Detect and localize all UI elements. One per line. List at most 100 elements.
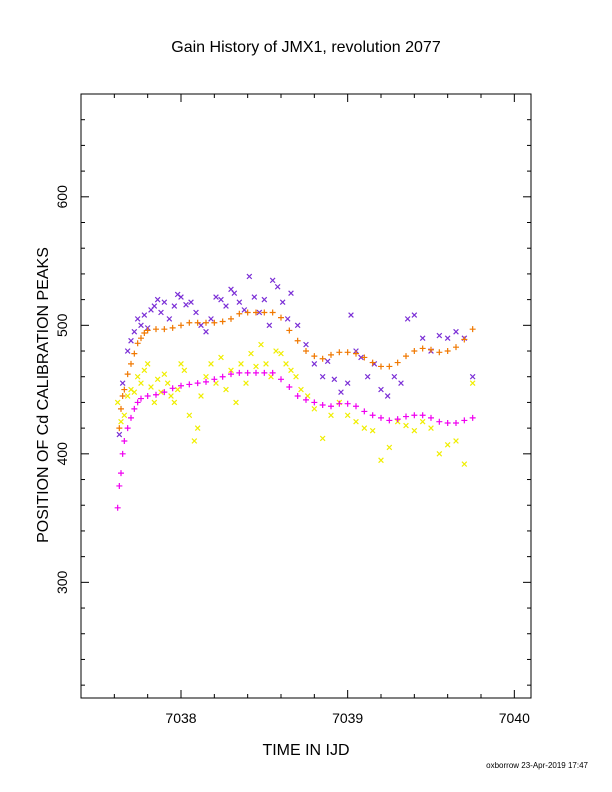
data-point (403, 353, 409, 360)
data-point (138, 322, 144, 329)
data-point (218, 296, 224, 303)
data-point (186, 381, 193, 388)
data-point (134, 340, 141, 347)
data-point (378, 386, 384, 393)
data-point (273, 348, 279, 354)
data-point (169, 324, 176, 331)
data-point (191, 438, 198, 444)
data-point (378, 363, 384, 370)
data-point (256, 309, 263, 316)
data-point (338, 389, 344, 395)
data-point (311, 399, 318, 406)
data-point (294, 322, 301, 329)
data-point (178, 361, 184, 367)
data-point (158, 309, 164, 316)
data-point (223, 386, 229, 393)
data-points (114, 273, 476, 511)
data-point (288, 290, 294, 297)
data-point (193, 309, 199, 316)
data-point (394, 359, 401, 366)
data-point (153, 326, 159, 333)
x-tick-label: 7038 (165, 710, 196, 726)
data-point (244, 309, 251, 316)
data-point (303, 341, 309, 348)
data-point (171, 399, 178, 406)
data-point (118, 405, 124, 412)
chart-title: Gain History of JMX1, revolution 2077 (171, 39, 441, 56)
data-point (344, 380, 351, 386)
data-point (141, 330, 148, 337)
data-point (269, 277, 276, 284)
data-point (134, 399, 141, 406)
data-point (203, 373, 209, 380)
data-point (461, 417, 468, 424)
data-point (134, 316, 141, 322)
data-point (128, 414, 134, 421)
data-point (134, 373, 141, 380)
data-point (394, 416, 401, 423)
data-point (121, 437, 128, 444)
data-point (144, 327, 151, 334)
data-point (203, 328, 209, 335)
data-point (378, 414, 384, 421)
data-point (231, 290, 238, 297)
data-point (319, 373, 326, 380)
data-point (178, 382, 184, 389)
series-1 (116, 309, 476, 432)
data-point (369, 427, 376, 434)
data-point (311, 406, 318, 412)
data-point (336, 349, 343, 356)
data-point (118, 470, 124, 477)
data-point (411, 427, 418, 434)
data-point (241, 307, 248, 313)
data-point (386, 444, 393, 451)
data-point (311, 353, 318, 360)
data-point (228, 315, 234, 322)
data-point (269, 309, 276, 316)
x-tick-labels: 7038 7039 7040 (165, 710, 530, 726)
data-point (288, 367, 294, 374)
data-point (213, 294, 219, 300)
data-point (403, 413, 409, 420)
y-tick-label: 600 (54, 185, 70, 209)
data-point (194, 380, 201, 387)
data-point (428, 414, 434, 421)
data-point (251, 294, 258, 300)
data-point (278, 376, 284, 383)
data-point (453, 328, 459, 335)
data-point (211, 376, 218, 383)
data-point (369, 412, 376, 419)
data-point (174, 386, 181, 393)
data-point (419, 345, 426, 352)
series-3 (114, 369, 476, 511)
data-point (194, 425, 201, 431)
data-point (328, 403, 334, 410)
data-point (361, 425, 368, 431)
data-point (436, 349, 443, 356)
data-point (386, 363, 393, 370)
plot-frame (80, 93, 532, 699)
data-point (428, 346, 434, 353)
data-point (353, 418, 359, 425)
data-point (194, 319, 201, 326)
data-point (154, 376, 161, 383)
data-point (128, 360, 134, 367)
data-point (131, 350, 138, 357)
data-point (353, 350, 359, 357)
series-2 (114, 341, 476, 467)
data-point (236, 310, 243, 317)
data-point (151, 303, 158, 309)
data-point (344, 400, 351, 407)
data-point (278, 350, 284, 357)
data-point (161, 299, 168, 306)
data-point (158, 389, 164, 395)
data-point (419, 418, 426, 425)
data-point (211, 319, 218, 326)
data-point (144, 361, 151, 367)
y-tick-labels: 300 400 500 600 (54, 185, 70, 594)
data-point (236, 369, 243, 376)
data-point (386, 417, 393, 424)
data-point (171, 303, 178, 309)
data-point (311, 361, 318, 367)
data-point (411, 348, 418, 355)
